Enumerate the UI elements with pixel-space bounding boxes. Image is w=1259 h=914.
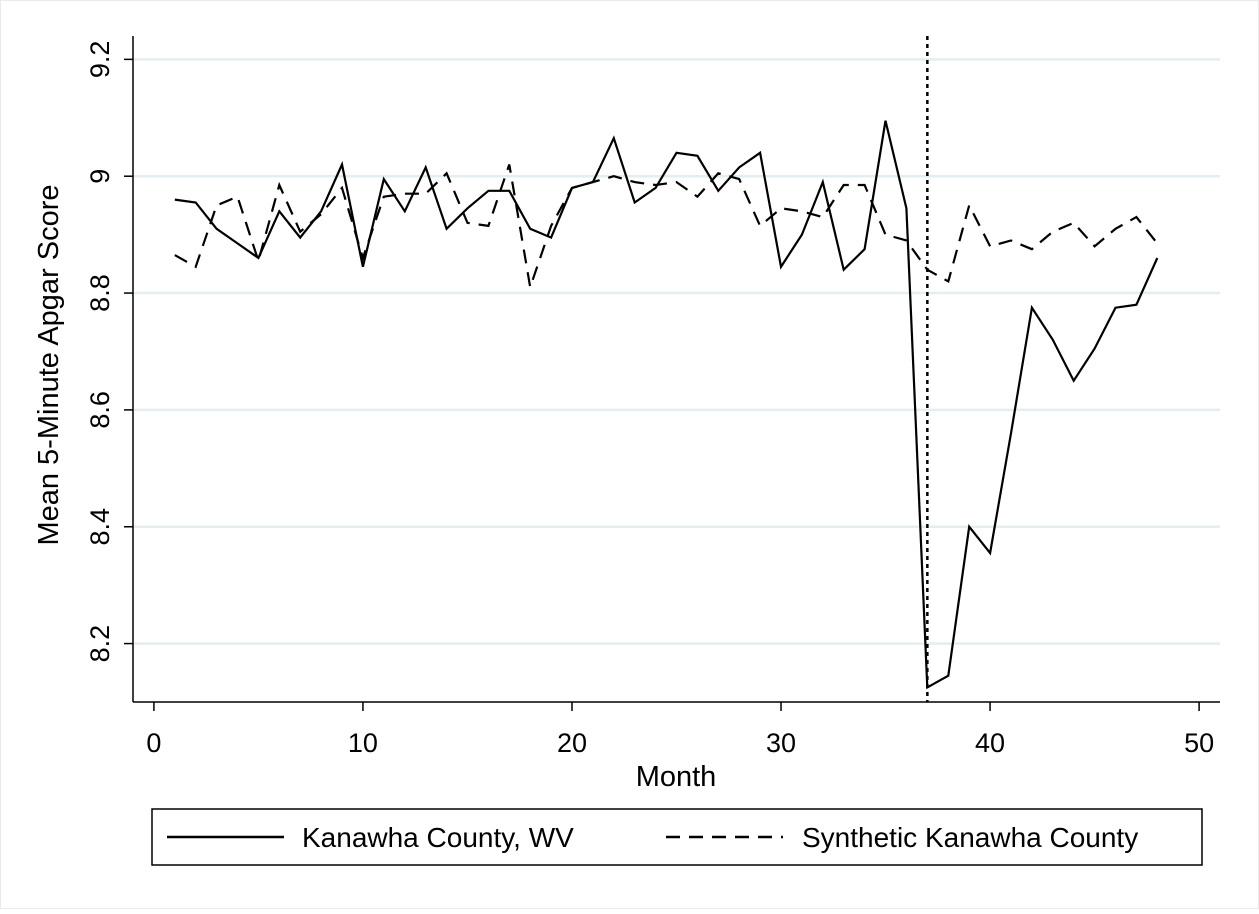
legend: Kanawha County, WV Synthetic Kanawha Cou… xyxy=(151,808,1203,866)
legend-label-kanawha: Kanawha County, WV xyxy=(302,822,574,853)
y-tick-label-0: 8.2 xyxy=(85,625,115,663)
y-tick-label-5: 9.2 xyxy=(85,41,115,79)
series-group xyxy=(174,120,1159,690)
legend-label-synthetic: Synthetic Kanawha County xyxy=(802,822,1138,853)
y-tick-label-1: 8.4 xyxy=(85,508,115,546)
y-tick-label-2: 8.6 xyxy=(85,391,115,429)
y-axis-label: Mean 5-Minute Apgar Score xyxy=(33,184,65,545)
series-line-synthetic xyxy=(174,164,1159,288)
x-tick-label-1: 10 xyxy=(348,728,378,758)
x-tick-label-2: 20 xyxy=(557,728,587,758)
x-tick-label-0: 0 xyxy=(146,728,161,758)
series-line-kanawha xyxy=(174,120,1159,690)
x-tick-label-3: 30 xyxy=(766,728,796,758)
y-tick-label-3: 8.8 xyxy=(85,274,115,312)
gridlines xyxy=(133,58,1220,645)
x-tick-label-4: 40 xyxy=(975,728,1005,758)
x-axis-label: Month xyxy=(636,761,717,793)
y-tick-label-4: 9 xyxy=(85,169,115,184)
axes: 8.2 8.4 8.6 8.8 9 9.2 0 10 20 30 40 50 xyxy=(85,36,1220,758)
x-tick-label-5: 50 xyxy=(1184,728,1214,758)
